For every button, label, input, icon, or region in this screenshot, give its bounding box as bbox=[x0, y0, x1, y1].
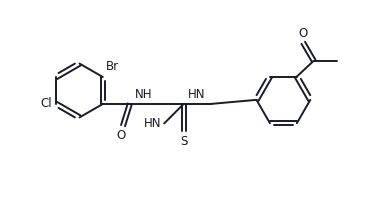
Text: O: O bbox=[117, 129, 126, 142]
Text: HN: HN bbox=[188, 88, 206, 101]
Text: Cl: Cl bbox=[40, 97, 52, 110]
Text: HN: HN bbox=[144, 117, 161, 130]
Text: O: O bbox=[299, 27, 308, 40]
Text: NH: NH bbox=[135, 88, 152, 101]
Text: S: S bbox=[180, 135, 187, 148]
Text: Br: Br bbox=[106, 60, 119, 73]
